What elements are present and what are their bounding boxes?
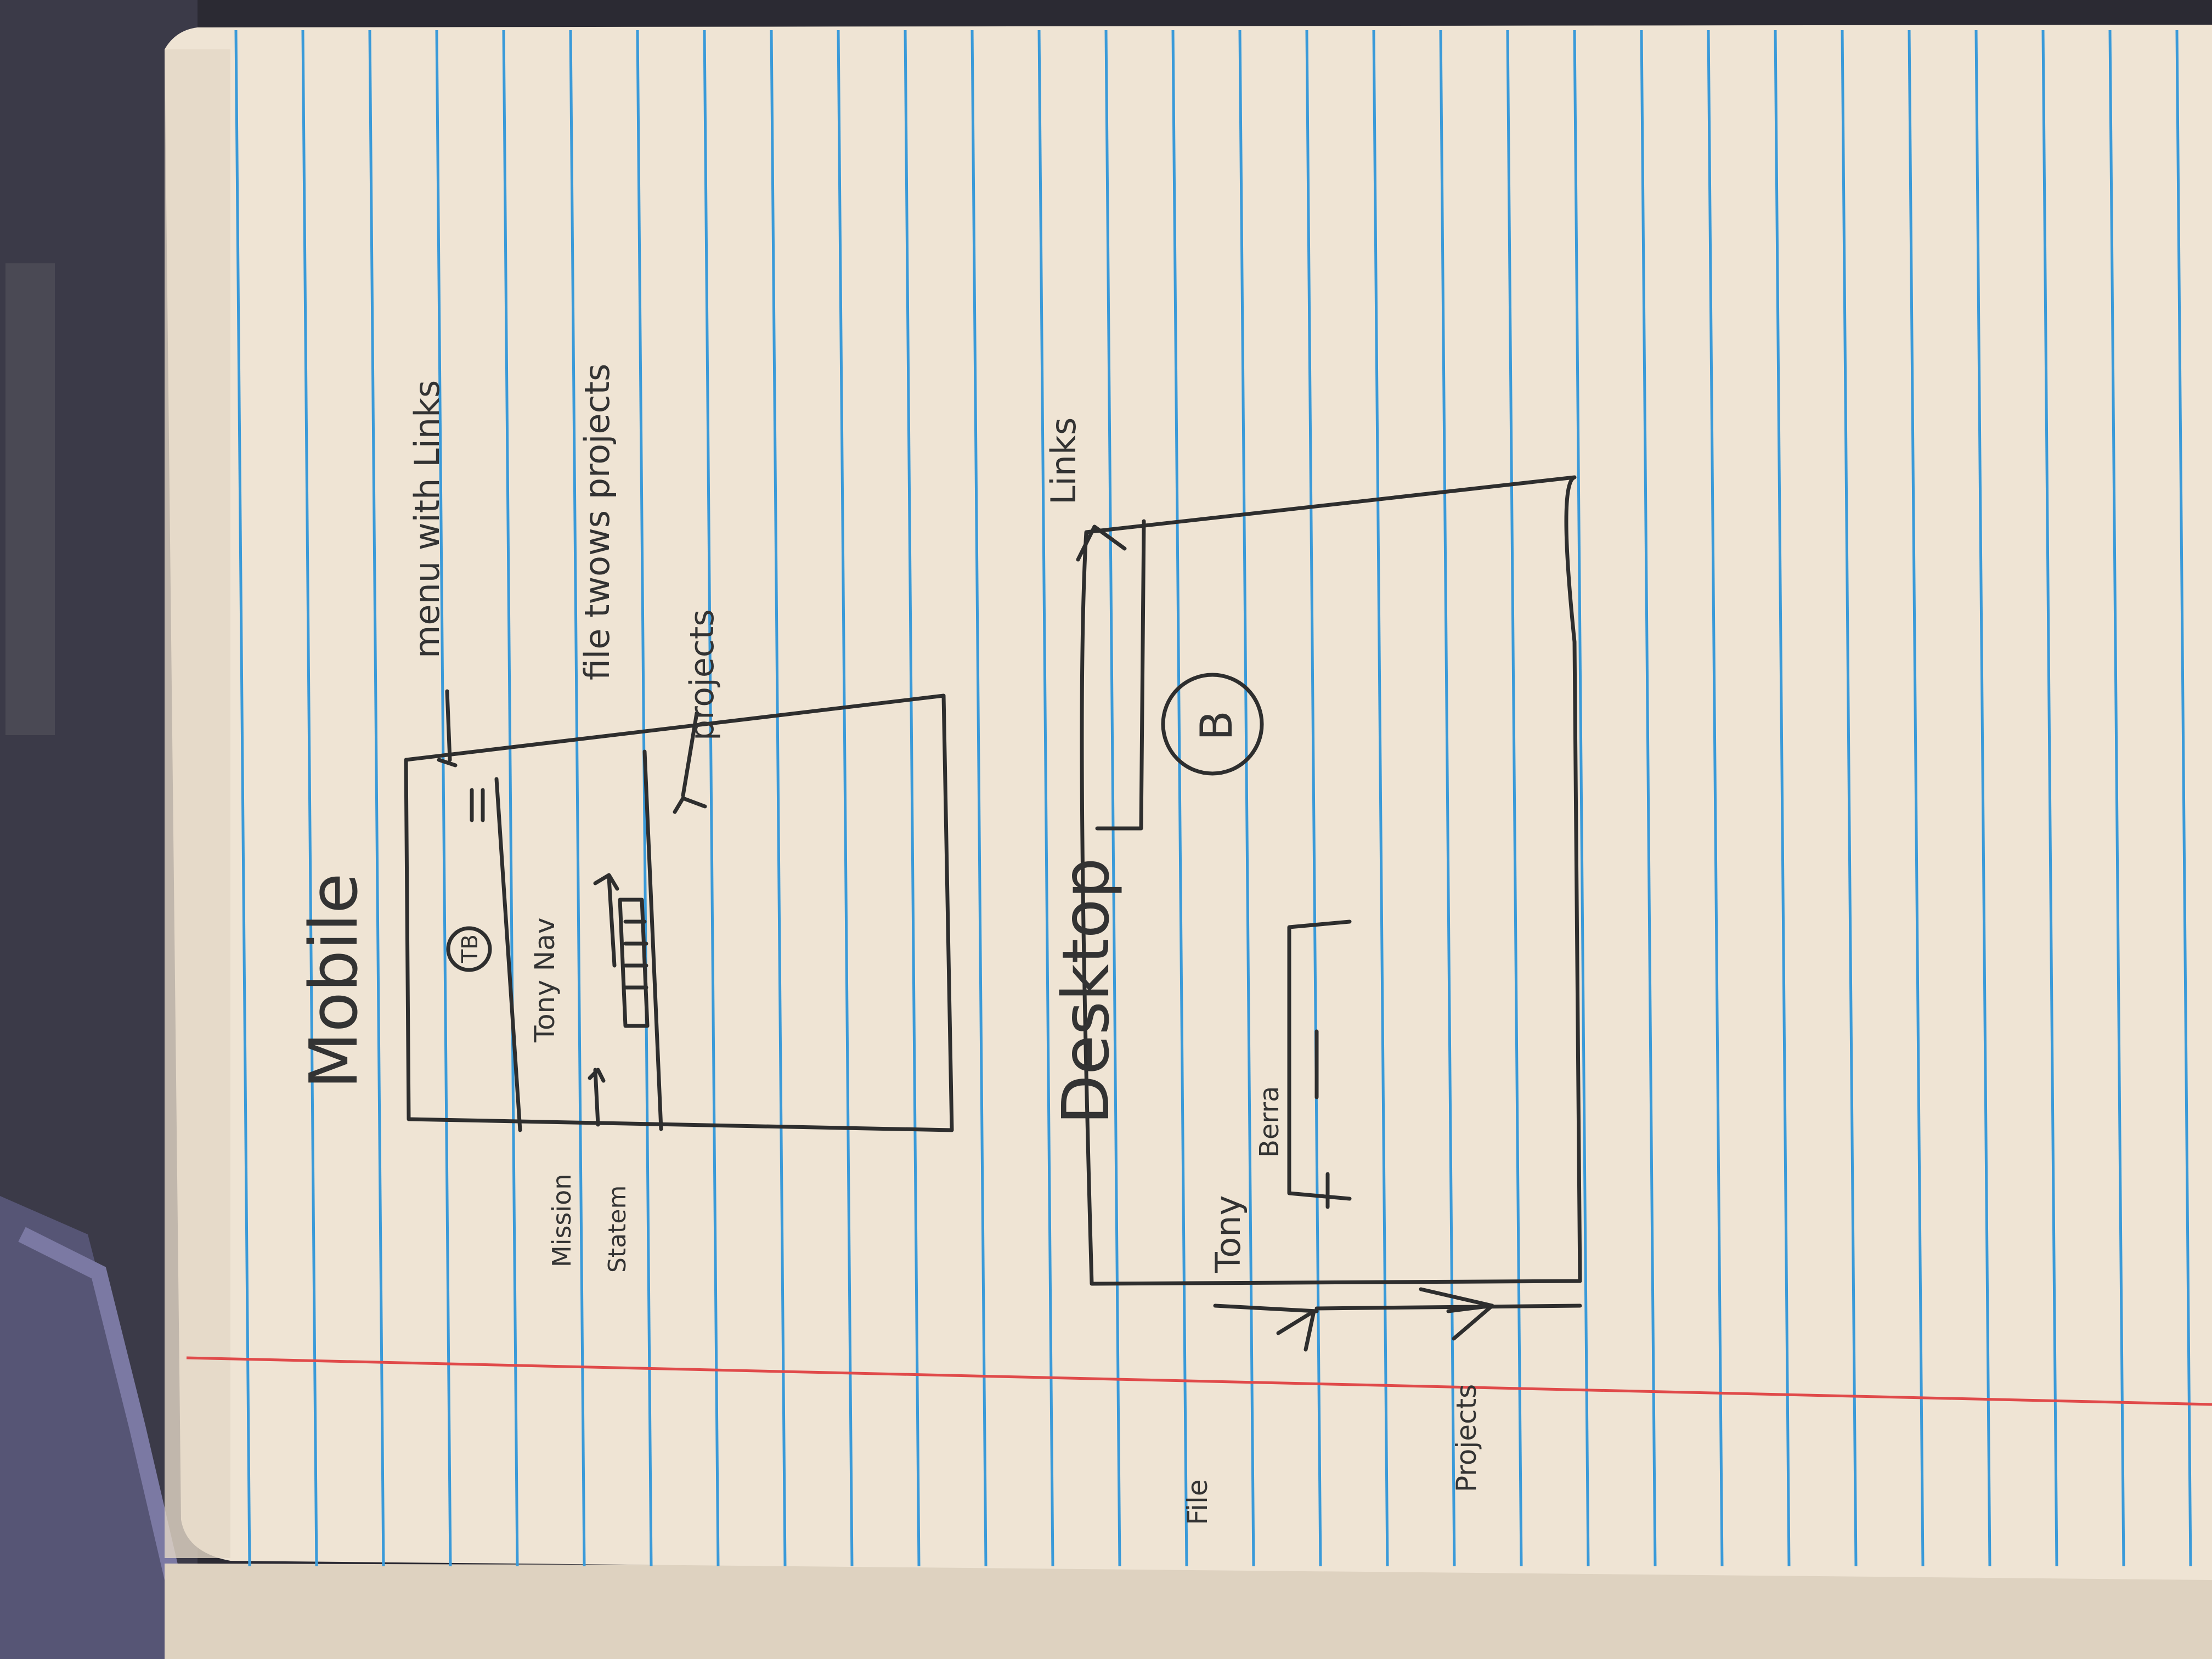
mobile-wireframe-frame bbox=[404, 693, 954, 1132]
links-arrow bbox=[1076, 524, 1127, 562]
ruled-line bbox=[569, 30, 586, 1567]
ruled-line bbox=[1506, 30, 1523, 1567]
ruled-line bbox=[301, 30, 318, 1567]
mobile-logo-circle bbox=[446, 926, 492, 972]
ruled-line bbox=[1171, 30, 1188, 1567]
mobile-logo-text: TB bbox=[458, 934, 483, 963]
ruled-line bbox=[234, 30, 251, 1567]
margin-line bbox=[186, 1356, 2212, 1406]
file-arrow bbox=[593, 873, 619, 968]
ruled-line bbox=[1640, 30, 1657, 1567]
desktop-name-line2: Berra bbox=[1254, 1086, 1285, 1158]
ruled-line bbox=[1037, 30, 1054, 1567]
projects-arrow bbox=[673, 711, 707, 814]
cover-strap-edge bbox=[18, 1227, 184, 1593]
hamburger-icon bbox=[470, 788, 485, 822]
ruled-lines bbox=[186, 30, 2212, 1567]
ruled-line bbox=[2041, 30, 2058, 1567]
ruled-line bbox=[1707, 30, 1724, 1567]
mission-statement-line1: Mission bbox=[547, 1174, 577, 1267]
ruled-line bbox=[2108, 30, 2125, 1567]
notebook-page bbox=[165, 25, 2212, 1580]
ruled-line bbox=[1974, 30, 1991, 1567]
ruled-line bbox=[636, 30, 653, 1567]
desktop-heading: Desktop bbox=[1048, 857, 1124, 1125]
projects-label: Projects bbox=[1451, 1384, 1482, 1492]
ruled-line bbox=[1841, 30, 1858, 1567]
mobile-content-divider bbox=[642, 749, 663, 1131]
cover-texture bbox=[5, 263, 55, 735]
ruled-line bbox=[368, 30, 385, 1567]
file-pointer-line bbox=[1213, 1304, 1319, 1352]
ruled-line bbox=[435, 30, 452, 1567]
ruled-line bbox=[837, 30, 854, 1567]
file-label: File bbox=[1182, 1479, 1214, 1525]
mobile-projects-grid bbox=[618, 898, 650, 1028]
handwritten-notes: Mobile menu with Links TB Tony Nav Missi… bbox=[296, 364, 1482, 1525]
desktop-wireframe-frame bbox=[1080, 475, 1582, 1286]
ruled-line bbox=[1908, 30, 1925, 1567]
ruled-line bbox=[703, 30, 720, 1567]
desktop-name-line1: Tony bbox=[1208, 1195, 1248, 1273]
cover-strap bbox=[0, 1196, 198, 1659]
menu-links-note: menu with Links bbox=[407, 380, 447, 658]
tony-nav-note: Tony Nav bbox=[529, 918, 561, 1043]
file-twows-projects-note: file twows projects bbox=[577, 364, 617, 680]
desktop-nav-bar bbox=[1095, 519, 1146, 831]
notebook-lower-page bbox=[165, 1564, 2212, 1659]
ruled-line bbox=[1104, 30, 1121, 1567]
ruled-line bbox=[1372, 30, 1389, 1567]
ruled-line bbox=[1573, 30, 1590, 1567]
links-note: Links bbox=[1043, 417, 1084, 505]
ruled-line bbox=[2175, 30, 2192, 1567]
mobile-heading: Mobile bbox=[296, 873, 373, 1089]
desktop-projects-block bbox=[1287, 919, 1352, 1209]
mission-arrow bbox=[588, 1068, 606, 1127]
projects-note: projects bbox=[683, 609, 721, 741]
page-shadow bbox=[165, 49, 230, 1558]
ruled-line bbox=[970, 30, 988, 1567]
pencil-sketch bbox=[404, 475, 1582, 1352]
menu-arrow bbox=[437, 689, 458, 768]
ruled-line bbox=[1774, 30, 1791, 1567]
mission-statement-line2: Statem bbox=[603, 1186, 631, 1273]
ruled-line bbox=[904, 30, 921, 1567]
ruled-line bbox=[502, 30, 519, 1567]
desktop-footer-line bbox=[1314, 1304, 1582, 1311]
desktop-logo-text: B bbox=[1191, 710, 1242, 741]
ruled-line bbox=[1238, 30, 1255, 1567]
ruled-line bbox=[770, 30, 787, 1567]
desktop-logo-circle bbox=[1161, 673, 1264, 776]
mobile-nav-divider bbox=[494, 777, 522, 1132]
